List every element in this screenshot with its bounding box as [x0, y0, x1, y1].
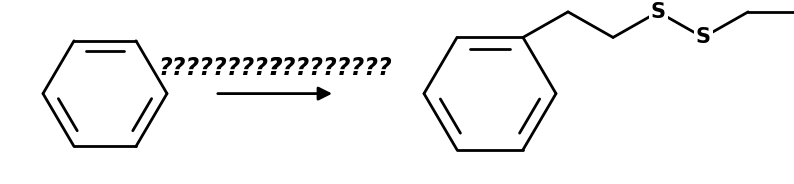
Text: ?: ? [268, 56, 282, 80]
Text: ?????????????????: ????????????????? [158, 56, 392, 80]
Text: S: S [650, 2, 665, 22]
Text: S: S [696, 27, 711, 47]
